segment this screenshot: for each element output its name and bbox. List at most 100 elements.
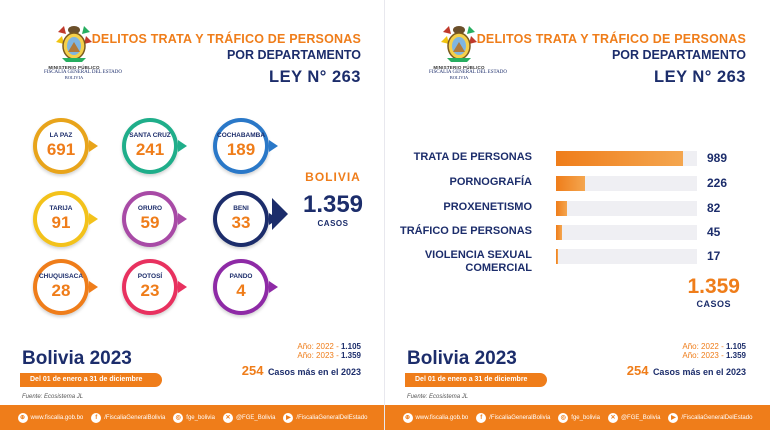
- department-ring: PANDO 4: [213, 259, 278, 315]
- coat-of-arms-icon: [441, 26, 477, 62]
- bar-fill: [556, 201, 567, 216]
- bar-fill: [556, 176, 585, 191]
- bar-row: PROXENETISMO 82: [385, 198, 770, 218]
- bar-track: [556, 249, 697, 264]
- yearly-stats: Año: 2022 - 1.105 Año: 2023 - 1.359 254 …: [242, 342, 361, 380]
- facebook-icon: f: [91, 412, 102, 423]
- emblem-line-1: MINISTERIO PÚBLICO: [48, 65, 100, 70]
- department-name: ORURO: [137, 205, 163, 212]
- department-value: 241: [135, 140, 165, 159]
- department-value: 28: [51, 281, 71, 300]
- social-link-label: /FiscaliaGeneralDelEstado: [296, 414, 368, 421]
- department-name: COCHABAMBA: [217, 132, 266, 139]
- year-title: Bolivia 2023: [22, 348, 132, 369]
- bar-row: PORNOGRAFÍA 226: [385, 173, 770, 193]
- facebook-icon: f: [476, 412, 487, 423]
- globe-icon: ⊕: [402, 412, 413, 423]
- fiscalia-emblem: MINISTERIO PÚBLICO FISCALÍA GENERAL DEL …: [429, 22, 507, 88]
- social-link-label: /FiscaliaGeneralDelEstado: [681, 414, 753, 421]
- instagram-icon: ◎: [173, 412, 184, 423]
- department-name: LA PAZ: [49, 132, 73, 139]
- department-ring: CHUQUISACA 28: [33, 259, 98, 315]
- department-value: 59: [140, 213, 160, 232]
- ring-arrow-icon: [178, 213, 187, 225]
- department-ring: POTOSÍ 23: [122, 259, 187, 315]
- department-value: 23: [140, 281, 160, 300]
- bar-track: [556, 176, 697, 191]
- stat-2023: Año: 2023 - 1.359: [297, 351, 361, 360]
- social-link[interactable]: ⊕ www.fiscalia.gob.bo: [402, 412, 468, 423]
- header: DELITOS TRATA Y TRÁFICO DE PERSONAS POR …: [92, 32, 361, 87]
- ring-arrow-icon: [89, 213, 98, 225]
- chart-total-unit: CASOS: [696, 299, 731, 309]
- department-value: 33: [231, 213, 251, 232]
- social-link-label: /FiscaliaGeneralBolivia: [489, 414, 551, 421]
- department-name: SANTA CRUZ: [129, 132, 171, 139]
- department-name: BENI: [233, 205, 249, 212]
- youtube-icon: ▶: [283, 412, 294, 423]
- social-link-label: /FiscaliaGeneralBolivia: [104, 414, 166, 421]
- social-link[interactable]: ◎ fge_bolivia: [173, 412, 215, 423]
- social-link[interactable]: ✕ @FGE_Bolivia: [222, 412, 276, 423]
- header-subtitle: POR DEPARTAMENTO: [226, 48, 361, 62]
- emblem-line-2: FISCALÍA GENERAL DEL ESTADO: [44, 70, 122, 75]
- department-name: TARIJA: [49, 205, 73, 212]
- header-law: LEY N° 263: [268, 68, 361, 86]
- bolivia-total: BOLIVIA 1.359 CASOS: [288, 170, 378, 228]
- social-link[interactable]: ▶/FiscaliaGeneralDelEstado: [283, 412, 368, 423]
- bar-fill: [556, 225, 562, 240]
- stat-2023: Año: 2023 - 1.359: [682, 351, 746, 360]
- bar-label: PROXENETISMO: [443, 201, 532, 213]
- ring-arrow-icon: [89, 281, 98, 293]
- bar-fill: [556, 249, 559, 264]
- header: DELITOS TRATA Y TRÁFICO DE PERSONAS POR …: [477, 32, 746, 87]
- social-link-label: fge_bolivia: [571, 414, 600, 421]
- globe-icon: ⊕: [17, 412, 28, 423]
- social-link[interactable]: ▶/FiscaliaGeneralDelEstado: [668, 412, 753, 423]
- stat-difference: 254 Casos más en el 2023: [241, 363, 361, 378]
- coat-of-arms-icon: [56, 26, 92, 62]
- department-name: CHUQUISACA: [38, 273, 84, 280]
- department-ring: BENI 33: [213, 191, 278, 247]
- social-link[interactable]: ✕ @FGE_Bolivia: [607, 412, 661, 423]
- social-link[interactable]: ⊕ www.fiscalia.gob.bo: [17, 412, 84, 423]
- header-title: DELITOS TRATA Y TRÁFICO DE PERSONAS: [476, 32, 746, 46]
- fiscalia-emblem: MINISTERIO PÚBLICO FISCALÍA GENERAL DEL …: [44, 22, 122, 88]
- department-ring: COCHABAMBA 189: [213, 118, 278, 174]
- emblem-line-3: BOLIVIA: [449, 75, 469, 80]
- stat-2022: Año: 2022 - 1.105: [297, 342, 361, 351]
- bolivia-total-value: 1.359: [302, 191, 364, 218]
- ring-arrow-icon: [178, 281, 187, 293]
- social-link[interactable]: f/FiscaliaGeneralBolivia: [476, 412, 551, 423]
- instagram-icon: ◎: [558, 412, 569, 423]
- department-name: PANDO: [229, 273, 253, 280]
- social-link[interactable]: ◎ fge_bolivia: [558, 412, 600, 423]
- social-link-label: www.fiscalia.gob.bo: [30, 414, 84, 421]
- bar-label: PORNOGRAFÍA: [449, 176, 533, 188]
- social-footer: ⊕ www.fiscalia.gob.bo f/FiscaliaGeneralBol…: [0, 405, 385, 430]
- emblem-line-3: BOLIVIA: [64, 75, 84, 80]
- social-link-label: @FGE_Bolivia: [235, 414, 276, 421]
- social-link[interactable]: f/FiscaliaGeneralBolivia: [91, 412, 166, 423]
- bar-label: VIOLENCIA SEXUAL: [424, 249, 532, 261]
- x-icon: ✕: [222, 412, 233, 423]
- department-value: 4: [236, 281, 246, 300]
- bar-fill: [556, 151, 683, 166]
- date-range: Del 01 de enero a 31 de diciembre: [405, 373, 547, 387]
- header-title: DELITOS TRATA Y TRÁFICO DE PERSONAS: [91, 32, 361, 46]
- ring-arrow-icon: [269, 140, 278, 152]
- chart-total-value: 1.359: [687, 275, 740, 298]
- department-ring: SANTA CRUZ 241: [122, 118, 187, 174]
- source: Fuente: Ecosistema JL: [407, 394, 469, 400]
- infographic-by-department: MINISTERIO PÚBLICO FISCALÍA GENERAL DEL …: [0, 22, 385, 430]
- bar-label-line-2: COMERCIAL: [465, 262, 532, 274]
- stat-difference: 254 Casos más en el 2023: [626, 363, 746, 378]
- bar-track: [556, 151, 697, 166]
- bar-value-label: 226: [707, 176, 728, 190]
- department-ring: TARIJA 91: [33, 191, 98, 247]
- bolivia-title: BOLIVIA: [305, 170, 361, 184]
- bar-track: [556, 201, 697, 216]
- social-link-label: @FGE_Bolivia: [620, 414, 661, 421]
- header-subtitle: POR DEPARTAMENTO: [611, 48, 746, 62]
- bar-value-label: 989: [707, 151, 728, 165]
